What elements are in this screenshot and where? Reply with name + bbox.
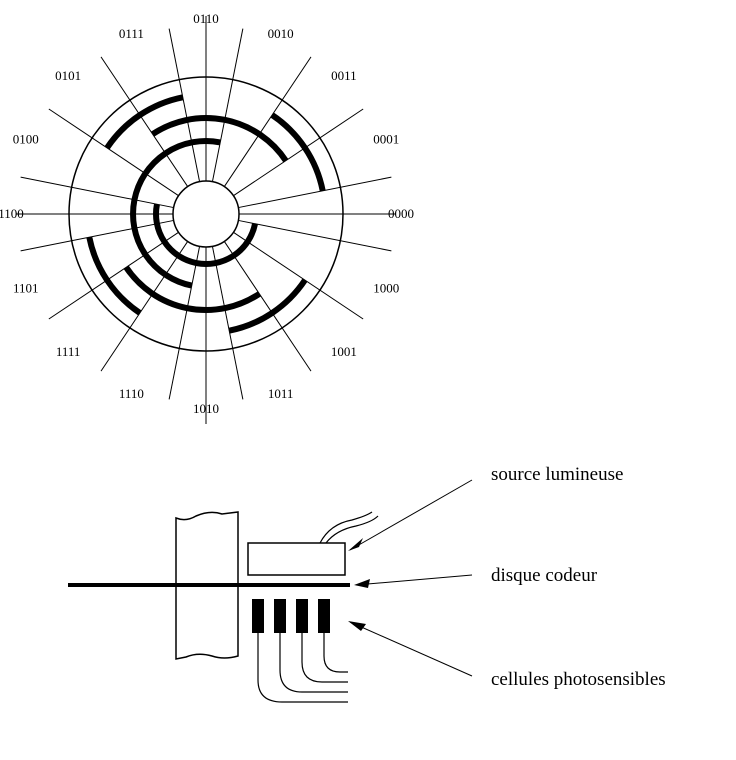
sector-boundary — [238, 219, 392, 252]
sector-boundary — [48, 108, 179, 197]
sector-boundary — [20, 219, 174, 252]
sector-code-label: 1101 — [13, 281, 39, 296]
sector-code-label: 0011 — [331, 68, 357, 83]
sector-boundary — [100, 241, 189, 372]
light-source-wires — [319, 511, 379, 544]
code-track-segment — [123, 265, 261, 313]
sector-code-label: 0101 — [55, 68, 81, 83]
gray-code-disk: 0000 0001 0011 0010 0110 0111 0101 0100 1100 1101… — [0, 11, 414, 424]
photocell-wire — [323, 633, 348, 673]
sector-boundary — [211, 246, 244, 400]
sector-boundary — [48, 231, 179, 320]
sector-code-label: 0100 — [13, 131, 39, 146]
sector-boundary — [233, 231, 364, 320]
photocell — [296, 599, 308, 633]
sector-boundaries — [16, 16, 396, 424]
photocells-label: cellules photosensibles — [491, 669, 666, 690]
disk-hub — [172, 180, 240, 248]
encoder-disk-label: disque codeur — [491, 565, 598, 586]
photocell — [252, 599, 264, 633]
code-track-segment — [104, 94, 184, 150]
disk-outer-rim — [68, 76, 344, 352]
arrow-head — [348, 621, 366, 631]
light-source-label: source lumineuse — [491, 464, 623, 485]
photocell — [274, 599, 286, 633]
sector-boundary — [223, 241, 312, 372]
sector-boundary — [211, 28, 244, 182]
sector-boundary — [233, 108, 364, 197]
light-source-box — [247, 542, 346, 576]
sector-boundary — [100, 56, 189, 187]
sector-boundary — [238, 176, 392, 209]
sector-code-labels: 0000 0001 0011 0010 0110 0111 0101 0100 1100 1101… — [0, 11, 414, 416]
photocell-wire — [301, 633, 348, 683]
sector-code-label: 1001 — [331, 344, 357, 359]
sector-code-label: 1111 — [56, 344, 81, 359]
sector-boundary — [168, 246, 201, 400]
sector-boundary — [20, 176, 174, 209]
sector-code-label: 0110 — [193, 11, 219, 26]
code-track-segment — [153, 203, 258, 267]
photocell-wire — [257, 633, 348, 703]
arrow-head — [354, 579, 370, 588]
disk-leader — [355, 574, 473, 586]
photocell-array — [252, 599, 348, 703]
sector-boundary — [168, 28, 201, 182]
sector-boundary — [223, 56, 312, 187]
sector-code-label: 0111 — [119, 26, 144, 41]
sector-code-label: 1010 — [193, 401, 219, 416]
sector-code-label: 1011 — [268, 386, 294, 401]
sector-code-label: 1000 — [373, 281, 399, 296]
sector-code-label: 1110 — [119, 386, 144, 401]
light-source-leader — [349, 479, 473, 551]
code-track-segment — [270, 112, 326, 192]
photocells-leader — [349, 621, 473, 677]
code-track-segment — [151, 115, 289, 163]
photocell-wire — [279, 633, 348, 693]
arrow-head — [348, 538, 363, 551]
code-tracks — [86, 94, 326, 334]
sector-code-label: 0001 — [373, 131, 399, 146]
sector-code-label: 0010 — [268, 26, 294, 41]
code-track-segment — [86, 236, 142, 316]
sector-code-label: 0000 — [388, 206, 414, 221]
code-track-segment — [130, 138, 221, 289]
code-track-segment — [228, 278, 308, 334]
photocell — [318, 599, 330, 633]
sector-code-label: 1100 — [0, 206, 24, 221]
encoder-side-view: source lumineuse disque codeur cellules … — [68, 464, 666, 703]
